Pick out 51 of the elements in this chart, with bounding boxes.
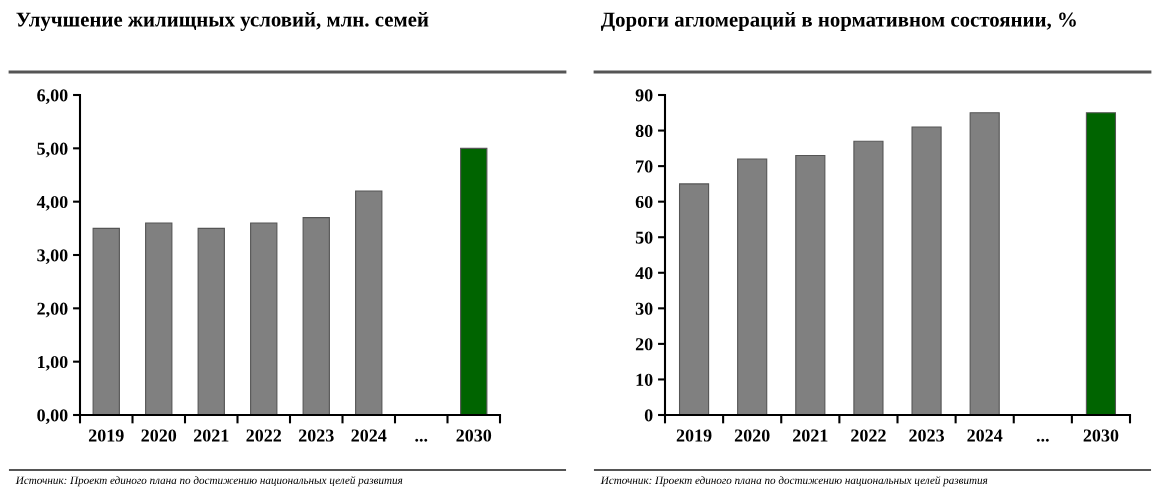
bar [969, 112, 1000, 415]
bar [853, 140, 884, 415]
chart-title: Дороги агломераций в нормативном состоянии, % [600, 12, 1076, 31]
chart-title: Улучшение жилищных условий, млн. семей [16, 12, 429, 31]
bar [92, 227, 120, 415]
x-tick-label: 2021 [793, 429, 828, 442]
bar [145, 222, 173, 415]
bar [197, 227, 225, 415]
y-tick-label: 3,00 [37, 249, 68, 265]
y-tick-label: 40 [635, 267, 653, 280]
y-tick-label: 30 [635, 302, 653, 315]
bar [795, 154, 826, 415]
y-tick-label: 60 [635, 195, 653, 209]
bar [911, 126, 942, 415]
text: Источник: Проект единого плана по достижению национальных целей развития [600, 476, 988, 487]
y-tick-label: 1,00 [38, 355, 68, 371]
y-tick-label: 6,00 [37, 89, 68, 105]
y-tick-label: 4,00 [36, 195, 68, 211]
x-tick-label: ... [415, 438, 428, 442]
bar [678, 183, 710, 415]
x-tick-label: 2022 [851, 429, 886, 442]
x-tick-label: 2023 [298, 429, 334, 442]
x-tick-label: 2022 [246, 429, 282, 442]
x-tick-label: ... [1036, 438, 1049, 442]
bar [1085, 112, 1117, 415]
bar [460, 147, 488, 415]
y-tick-label: 0,00 [37, 409, 68, 425]
x-tick-label: 2020 [141, 429, 177, 442]
bar [250, 222, 278, 415]
x-tick-label: 2023 [909, 429, 944, 442]
x-tick-label: 2030 [456, 429, 492, 442]
x-tick-label: 2024 [967, 429, 1003, 442]
bar [355, 190, 383, 415]
x-tick-label: 2024 [351, 429, 387, 442]
bar [737, 158, 768, 415]
x-tick-label: 2030 [1083, 429, 1119, 442]
text: Источник: Проект единого плана по достижению национальных целей развития [15, 476, 403, 487]
y-tick-label: 70 [636, 160, 653, 173]
y-tick-label: 5,00 [37, 142, 68, 158]
x-tick-label: 2020 [734, 429, 770, 442]
y-tick-label: 80 [635, 124, 653, 137]
x-tick-label: 2021 [193, 429, 229, 442]
y-tick-label: 2,00 [37, 302, 68, 318]
y-tick-label: 0 [644, 409, 653, 422]
y-tick-label: 90 [635, 89, 653, 102]
y-tick-label: 50 [635, 231, 653, 244]
bar [302, 217, 330, 415]
x-tick-label: 2019 [88, 429, 124, 442]
x-tick-label: 2019 [676, 429, 712, 442]
y-tick-label: 20 [635, 338, 653, 351]
y-tick-label: 10 [636, 373, 653, 386]
